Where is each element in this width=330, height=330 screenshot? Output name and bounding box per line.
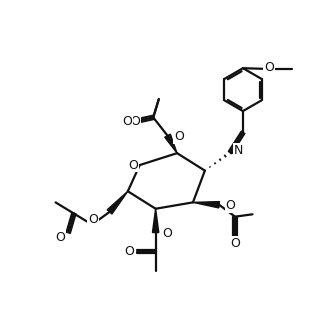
- Text: O: O: [128, 158, 138, 172]
- Text: O: O: [225, 199, 235, 212]
- Polygon shape: [107, 191, 128, 214]
- Text: O: O: [130, 115, 140, 128]
- Text: O: O: [122, 115, 132, 128]
- Text: O: O: [162, 227, 172, 240]
- Polygon shape: [152, 209, 159, 233]
- Polygon shape: [193, 202, 219, 208]
- Polygon shape: [165, 134, 177, 153]
- Text: O: O: [124, 245, 134, 258]
- Text: O: O: [264, 61, 274, 74]
- Text: O: O: [174, 130, 184, 143]
- Text: O: O: [55, 231, 65, 244]
- Text: N: N: [233, 144, 243, 157]
- Text: O: O: [88, 213, 98, 226]
- Text: O: O: [230, 237, 240, 250]
